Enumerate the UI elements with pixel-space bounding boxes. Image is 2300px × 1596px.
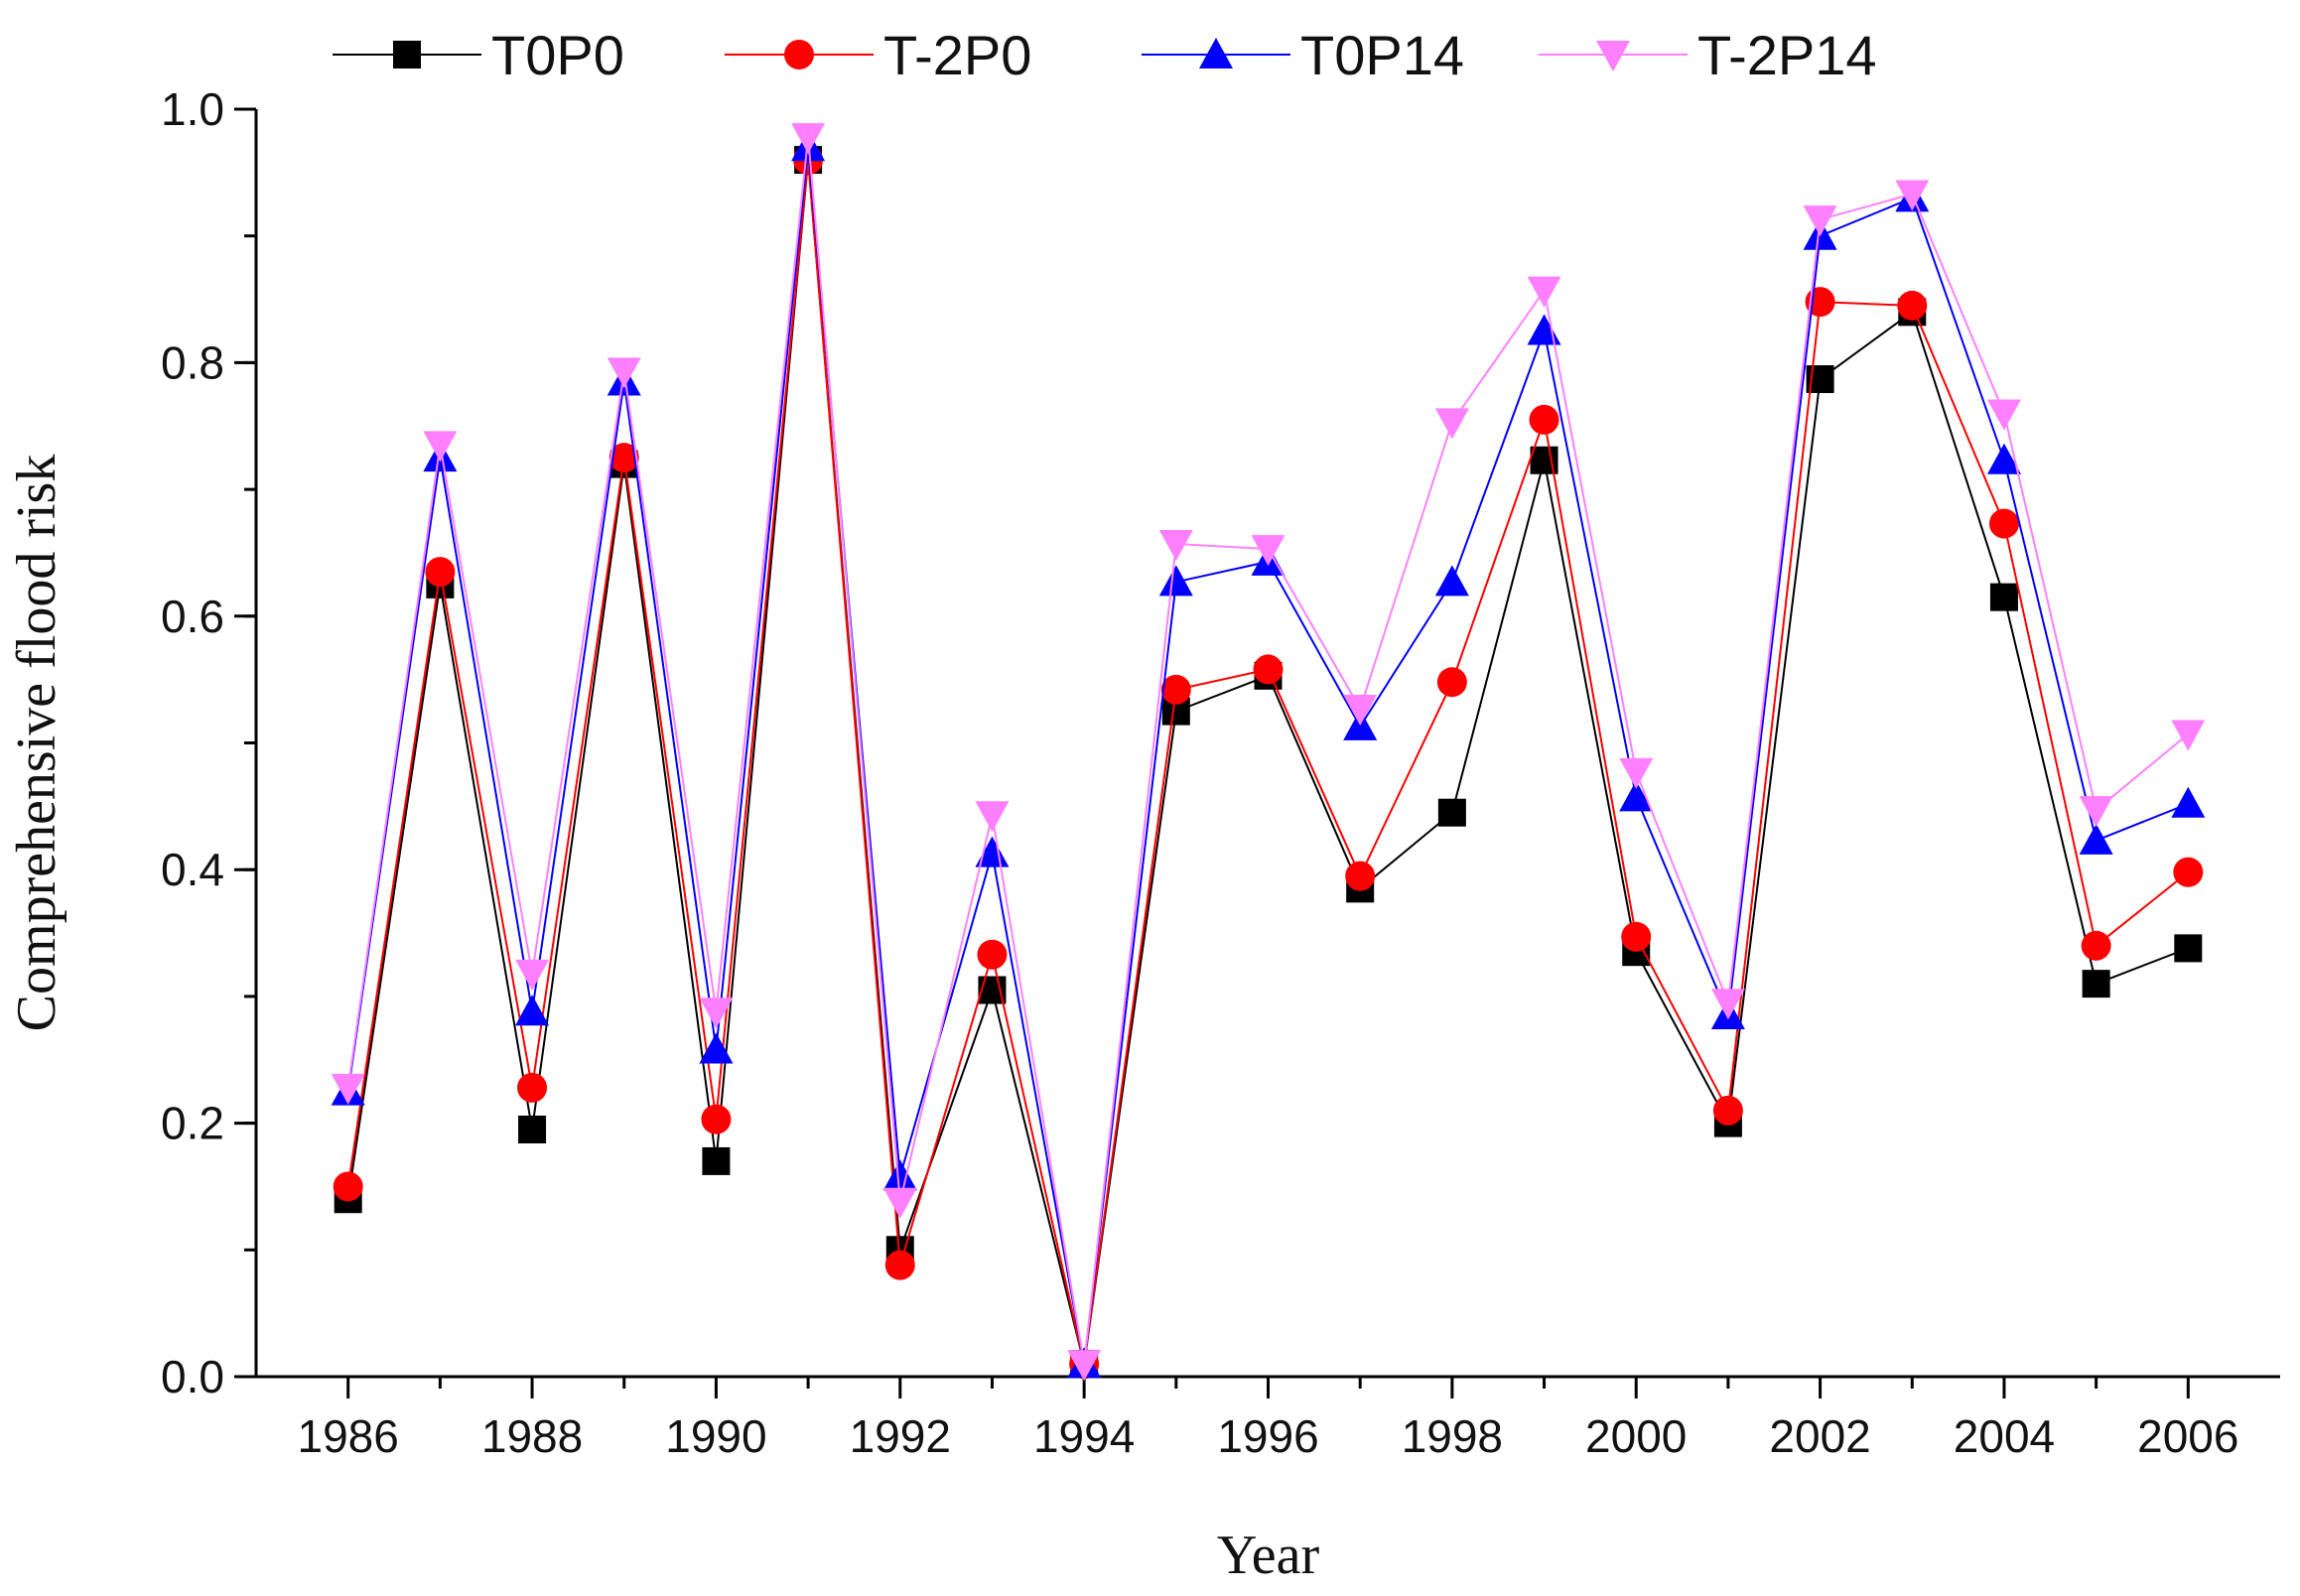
legend-marker [784,40,814,69]
data-point [975,801,1010,833]
data-point [1897,290,1928,321]
y-axis-title: Comprehensive flood risk [6,455,68,1032]
legend-label: T-2P14 [1697,24,1877,86]
data-point [1621,921,1652,952]
y-tick-label: 0.0 [161,1351,224,1402]
y-tick-label: 0.4 [161,844,224,895]
data-point [2082,970,2110,998]
data-point [333,1171,363,1202]
x-tick-label: 2006 [2137,1410,2238,1462]
x-tick-label: 1994 [1033,1410,1135,1462]
x-tick-label: 2000 [1585,1410,1687,1462]
legend-item: T-2P0 [725,24,1031,86]
data-point [1158,565,1193,597]
data-point [1986,443,2021,474]
data-point [2173,857,2204,887]
data-point [517,1072,548,1103]
series-T-2P0 [333,145,2204,1380]
data-point [699,998,734,1029]
data-point [1434,408,1469,440]
x-tick-label: 1988 [481,1410,583,1462]
x-tick-label: 1992 [850,1410,951,1462]
data-point [609,443,639,473]
series-line [346,159,2189,1365]
legend-label: T0P0 [491,24,624,86]
data-point [1436,667,1467,698]
data-point [2079,823,2113,855]
series-line [346,147,2189,1365]
x-tick-label: 1990 [665,1410,766,1462]
data-point [607,357,641,389]
data-point [1158,530,1193,562]
x-axis-title: Year [1217,1525,1320,1586]
data-point [1710,989,1745,1020]
data-point [1527,276,1561,308]
y-tick-label: 0.6 [161,591,224,642]
axes: 0.0 0.2 0.4 0.6 0.8 1.0 1986 1988 1990 1992 1994 19… [161,83,2280,1462]
legend-label: T0P14 [1300,24,1464,86]
data-point [2171,720,2206,751]
x-tick-label: 1996 [1217,1410,1318,1462]
data-point [331,1073,365,1105]
legend-marker [393,41,421,68]
data-point [515,995,550,1026]
y-tick-label: 0.2 [161,1098,224,1149]
data-point [1989,583,2018,611]
data-point [2081,930,2111,961]
legend-label: T-2P0 [883,24,1031,86]
data-point [1437,798,1466,827]
series-layer [331,123,2206,1382]
y-tick-label: 1.0 [161,83,224,135]
data-point [882,1159,917,1191]
series-line [346,159,2189,1365]
x-tick-label: 2002 [1769,1410,1870,1462]
data-point [1988,508,2019,539]
legend-marker [1199,38,1233,68]
data-point [699,1032,734,1064]
data-point [2079,796,2113,828]
data-point [1619,757,1654,789]
data-point [1895,180,1930,211]
data-point [1160,674,1191,705]
data-point [977,939,1008,970]
x-tick-label: 1986 [298,1410,399,1462]
legend-item: T-2P14 [1539,24,1877,86]
data-point [702,1146,731,1175]
y-tick-label: 0.8 [161,336,224,388]
data-point [975,836,1010,867]
data-point [1712,1095,1743,1126]
data-point [1527,314,1561,345]
data-point [701,1104,732,1134]
legend-marker [1596,41,1630,71]
data-point [1251,535,1285,567]
data-point [2174,934,2203,963]
x-tick-label: 2004 [1954,1410,2055,1462]
data-point [1343,695,1378,727]
legend-item: T0P0 [333,24,624,86]
data-point [1803,205,1837,237]
x-tick-label: 1998 [1402,1410,1503,1462]
data-point [884,1250,915,1280]
data-point [518,1115,547,1143]
data-point [1067,1350,1102,1382]
data-point [1986,399,2021,431]
data-point [1619,780,1654,812]
data-point [515,959,550,991]
data-point [423,431,458,463]
data-point [882,1187,917,1219]
data-point [1253,654,1284,685]
data-point [1434,565,1469,597]
data-point [1529,404,1559,435]
legend-item: T0P14 [1142,24,1464,86]
data-point [1345,861,1376,891]
data-point [2171,786,2206,818]
legend: T0P0 T-2P0 T0P14 T-2P14 [333,24,1877,86]
data-point [791,123,826,155]
series-T-2P14 [331,123,2206,1382]
data-point [425,557,456,588]
